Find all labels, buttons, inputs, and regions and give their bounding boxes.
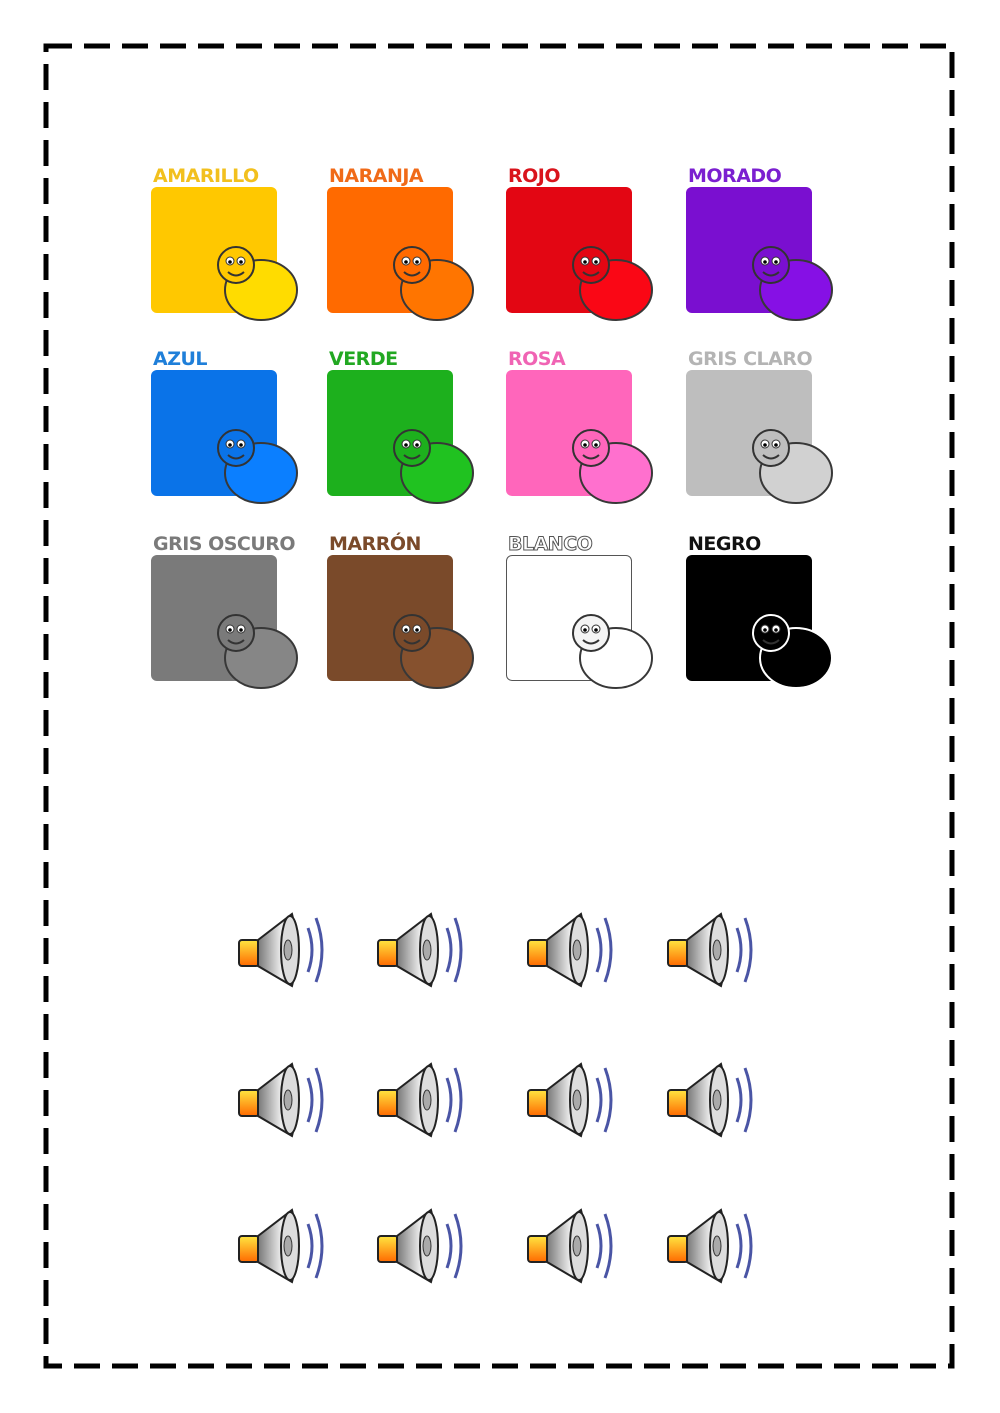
color-card: AZUL <box>151 348 311 518</box>
pig-icon <box>572 429 653 504</box>
speaker-icon <box>527 912 613 988</box>
speaker-icon <box>238 1208 324 1284</box>
speaker-icon <box>527 1208 613 1284</box>
color-label: NARANJA <box>329 165 424 187</box>
color-card: NEGRO <box>686 533 846 703</box>
octopus-icon <box>752 246 833 321</box>
speaker-icon <box>667 1062 753 1138</box>
speaker-button[interactable] <box>236 908 328 992</box>
color-card: VERDE <box>327 348 487 518</box>
polar-bear-icon <box>572 614 653 689</box>
color-label: VERDE <box>329 348 398 370</box>
ladybug-icon <box>572 246 653 321</box>
speaker-button[interactable] <box>665 1058 757 1142</box>
speaker-icon <box>377 912 463 988</box>
color-label: ROSA <box>508 348 566 370</box>
color-card: GRIS CLARO <box>686 348 846 518</box>
speaker-icon <box>238 912 324 988</box>
speaker-button[interactable] <box>525 908 617 992</box>
speaker-button[interactable] <box>375 908 467 992</box>
speaker-icon <box>238 1062 324 1138</box>
cat-icon <box>752 614 833 689</box>
color-label: MORADO <box>688 165 782 187</box>
speaker-button[interactable] <box>665 1204 757 1288</box>
speaker-button[interactable] <box>375 1058 467 1142</box>
color-label: GRIS CLARO <box>688 348 813 370</box>
color-card: ROSA <box>506 348 666 518</box>
color-label: AMARILLO <box>153 165 259 187</box>
dog-icon <box>393 614 474 689</box>
color-label: GRIS OSCURO <box>153 533 296 555</box>
speaker-icon <box>377 1062 463 1138</box>
speaker-button[interactable] <box>525 1058 617 1142</box>
apple-icon <box>393 429 474 504</box>
color-card: AMARILLO <box>151 165 311 335</box>
color-label: ROJO <box>508 165 561 187</box>
bird-icon <box>217 429 298 504</box>
color-label: BLANCO <box>507 533 593 556</box>
speaker-button[interactable] <box>665 908 757 992</box>
rabbit-icon <box>752 429 833 504</box>
color-card: ROJO <box>506 165 666 335</box>
banana-icon <box>217 246 298 321</box>
speaker-icon <box>667 1208 753 1284</box>
color-card: BLANCO <box>506 533 666 703</box>
speaker-button[interactable] <box>236 1058 328 1142</box>
speaker-button[interactable] <box>236 1204 328 1288</box>
color-label: MARRÓN <box>329 533 421 555</box>
speaker-icon <box>377 1208 463 1284</box>
speaker-button[interactable] <box>525 1204 617 1288</box>
color-card: GRIS OSCURO <box>151 533 311 703</box>
speaker-button[interactable] <box>375 1204 467 1288</box>
color-card: MORADO <box>686 165 846 335</box>
gorilla-icon <box>217 614 298 689</box>
speaker-icon <box>667 912 753 988</box>
speaker-icon <box>527 1062 613 1138</box>
color-card: MARRÓN <box>327 533 487 703</box>
color-label: AZUL <box>153 348 208 370</box>
color-label: NEGRO <box>688 533 761 555</box>
squirrel-icon <box>393 246 474 321</box>
color-card: NARANJA <box>327 165 487 335</box>
